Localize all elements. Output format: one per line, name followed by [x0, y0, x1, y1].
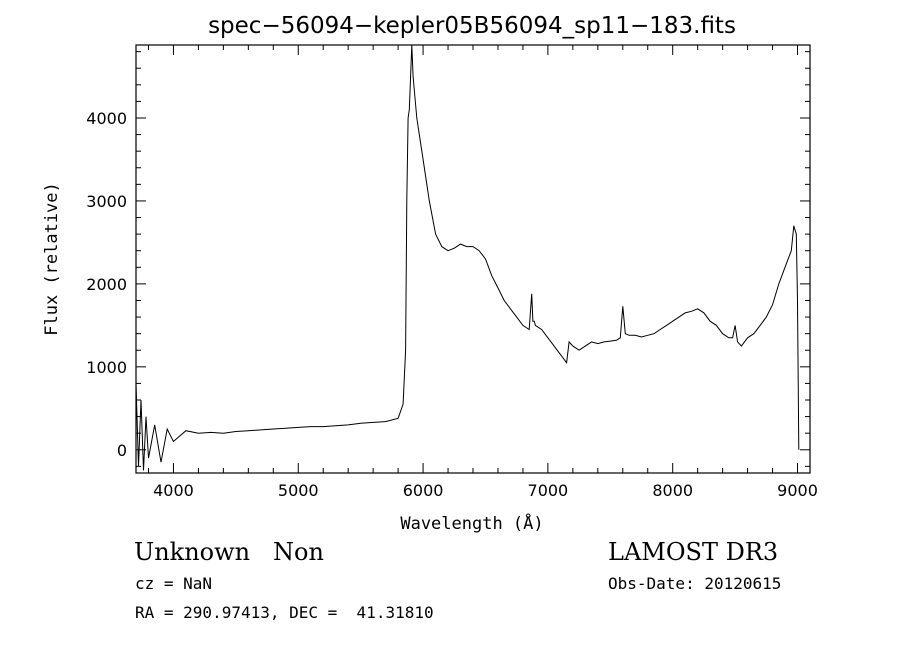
coordinates-info: RA = 290.97413, DEC = 41.31810 [135, 603, 434, 622]
y-tick-label: 2000 [86, 275, 127, 294]
x-tick-label: 8000 [652, 481, 693, 500]
chart-title: spec−56094−kepler05B56094_sp11−183.fits [208, 13, 736, 39]
y-tick-label: 4000 [86, 109, 127, 128]
y-tick-label: 3000 [86, 192, 127, 211]
x-tick-label: 7000 [528, 481, 569, 500]
spectrum-line [135, 44, 800, 471]
x-tick-label: 4000 [153, 481, 194, 500]
x-tick-label: 6000 [403, 481, 444, 500]
x-tick-label: 9000 [777, 481, 818, 500]
redshift-info: cz = NaN [135, 574, 213, 593]
plot-frame [135, 44, 811, 474]
object-class: Unknown Non [134, 538, 324, 566]
survey-name: LAMOST DR3 [608, 538, 779, 566]
y-tick-label: 0 [117, 441, 127, 460]
x-tick-label: 5000 [278, 481, 319, 500]
observation-date: Obs-Date: 20120615 [608, 574, 782, 593]
y-tick-label: 1000 [86, 358, 127, 377]
axis-tick-labels: 4000 5000 6000 7000 8000 9000 0 1000 2000 3000 400… [86, 109, 818, 500]
x-axis-label: Wavelength (Å) [400, 512, 543, 534]
axis-ticks [136, 45, 810, 473]
y-axis-label: Flux (relative) [42, 182, 62, 336]
